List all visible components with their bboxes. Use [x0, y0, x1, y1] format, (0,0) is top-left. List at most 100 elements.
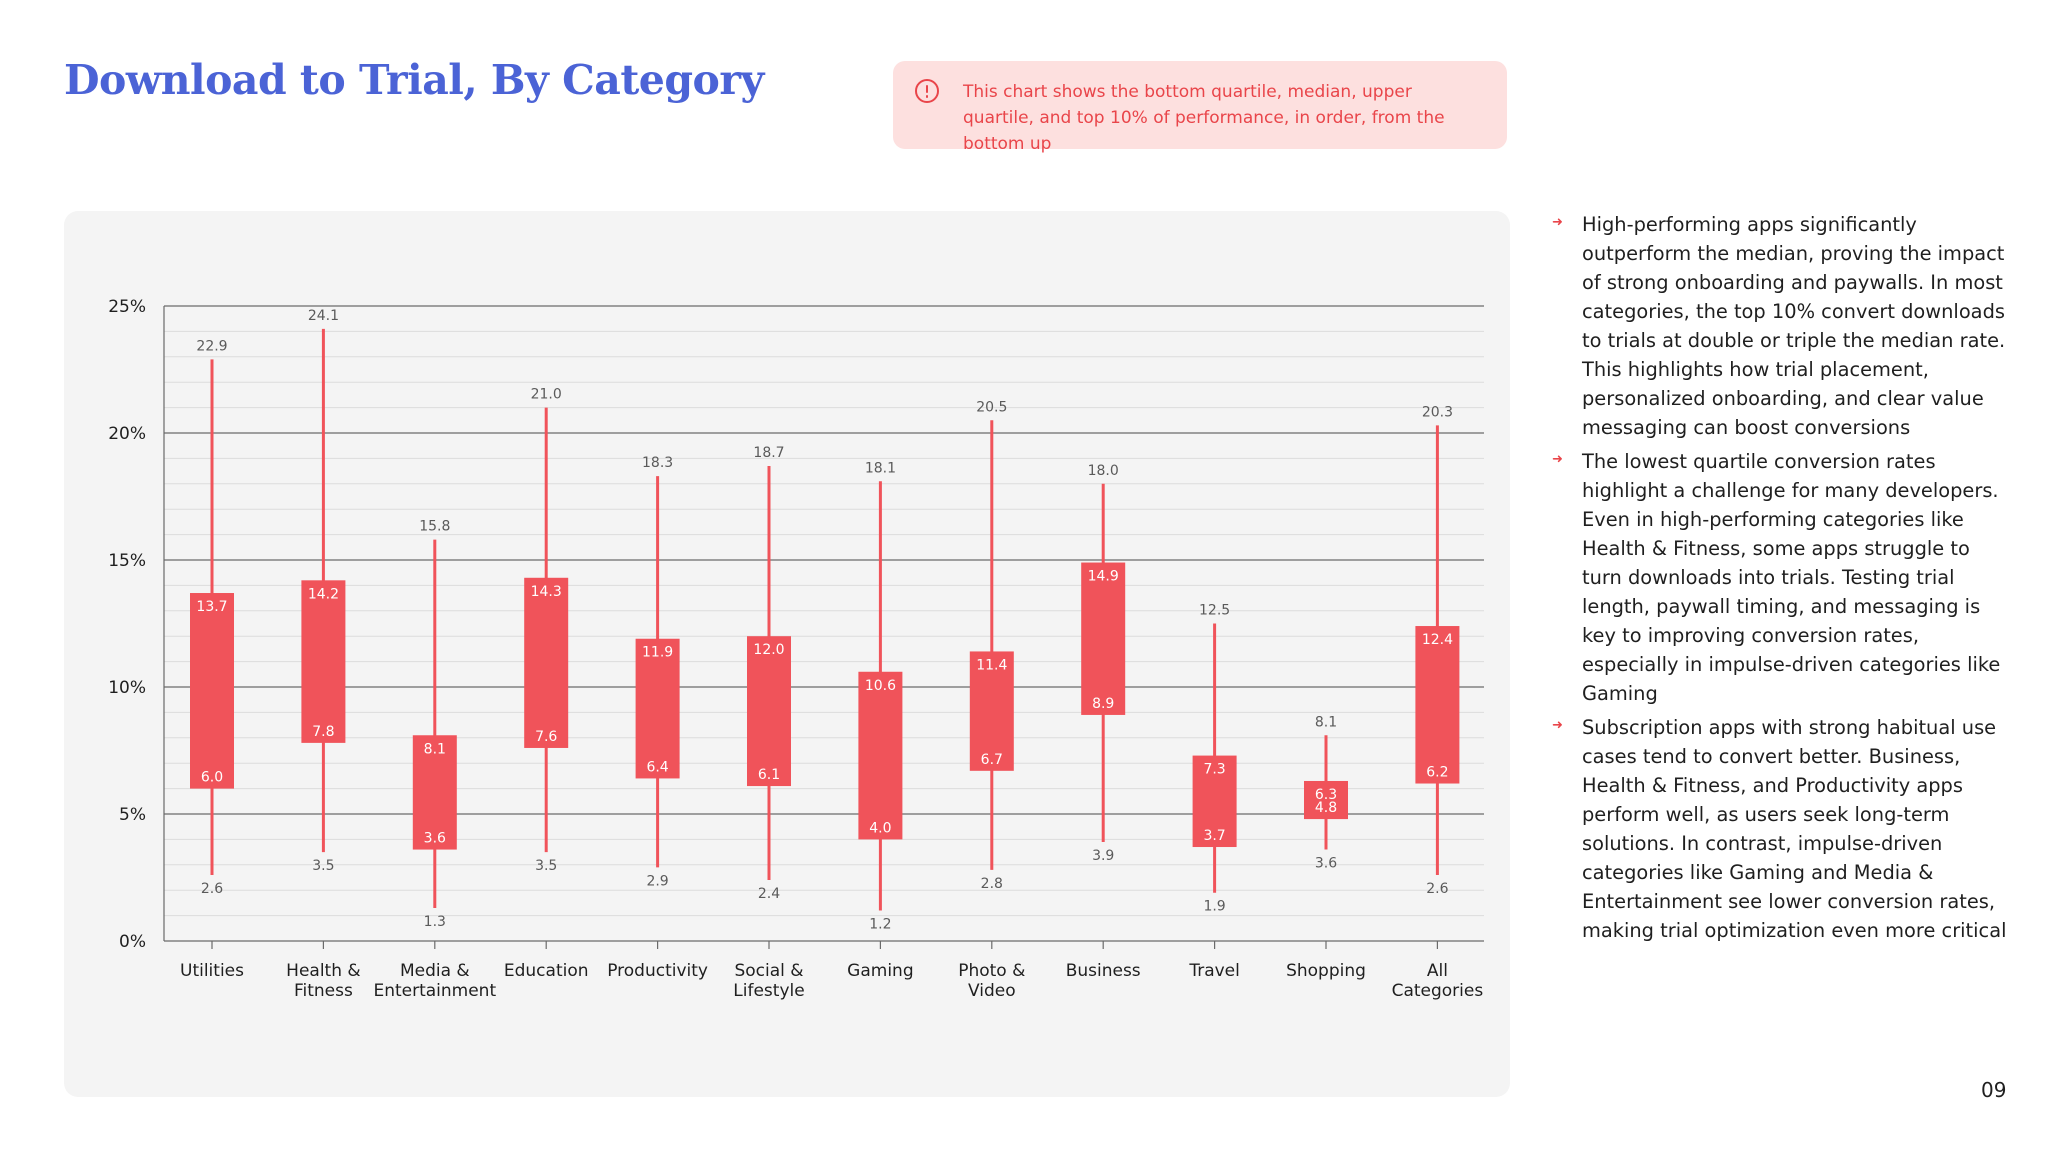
upper-quartile-label: 12.0 [753, 642, 784, 658]
upper-quartile-label: 13.7 [196, 599, 227, 615]
x-tick-label: Travel [1188, 961, 1240, 981]
box [1415, 626, 1460, 784]
low-value-label: 2.9 [646, 873, 668, 889]
median-label: 6.0 [201, 770, 223, 786]
top-value-label: 18.7 [753, 445, 784, 461]
median-label: 4.8 [1315, 800, 1337, 816]
box [858, 671, 903, 840]
low-value-label: 2.6 [201, 881, 223, 897]
x-tick-label: Lifestyle [733, 981, 804, 1001]
page-number: 09 [1981, 1078, 2007, 1102]
box [747, 636, 791, 787]
median-label: 7.6 [535, 729, 557, 745]
median-label: 4.0 [869, 820, 891, 836]
top-value-label: 20.5 [976, 399, 1007, 415]
box [190, 593, 234, 789]
low-value-label: 2.6 [1426, 881, 1448, 897]
x-tick-label: Productivity [607, 961, 708, 981]
x-tick-label: Shopping [1286, 961, 1366, 981]
upper-quartile-label: 14.9 [1088, 569, 1119, 585]
arrow-right-icon: ➜ [1552, 718, 1563, 733]
top-value-label: 8.1 [1315, 714, 1337, 730]
low-value-label: 3.5 [312, 858, 334, 874]
alert-circle-icon [915, 79, 939, 103]
box [1192, 755, 1237, 848]
insight-text: Subscription apps with strong habitual u… [1582, 716, 2007, 942]
low-value-label: 2.8 [981, 876, 1003, 892]
top-value-label: 15.8 [419, 519, 450, 535]
top-value-label: 12.5 [1199, 603, 1230, 619]
box [1304, 780, 1348, 820]
y-tick-label: 0% [119, 932, 146, 952]
insight-item: ➜ High-performing apps significantly out… [1552, 210, 2012, 442]
x-tick-label: Social & [734, 961, 803, 981]
low-value-label: 1.9 [1203, 899, 1225, 915]
median-label: 3.7 [1203, 828, 1225, 844]
upper-quartile-label: 14.3 [531, 584, 562, 600]
x-tick-label: Fitness [294, 981, 353, 1001]
top-value-label: 20.3 [1422, 404, 1453, 420]
box [635, 638, 680, 779]
box [301, 580, 346, 743]
median-label: 3.6 [424, 831, 446, 847]
x-tick-label: Education [504, 961, 589, 981]
median-label: 8.9 [1092, 696, 1114, 712]
upper-quartile-label: 10.6 [865, 678, 896, 694]
top-value-label: 18.1 [865, 460, 896, 476]
x-tick-label: Photo & [958, 961, 1025, 981]
low-value-label: 2.4 [758, 886, 780, 902]
median-label: 7.8 [312, 724, 334, 740]
top-value-label: 18.3 [642, 455, 673, 471]
insights-list: ➜ High-performing apps significantly out… [1552, 210, 2012, 950]
median-label: 6.1 [758, 767, 780, 783]
upper-quartile-label: 11.4 [976, 657, 1007, 673]
upper-quartile-label: 7.3 [1203, 762, 1225, 778]
y-tick-label: 10% [108, 678, 146, 698]
y-tick-label: 20% [108, 424, 146, 444]
box [412, 735, 457, 850]
x-tick-label: Video [968, 981, 1016, 1001]
x-tick-label: Gaming [847, 961, 913, 981]
insight-item: ➜ Subscription apps with strong habitual… [1552, 713, 2012, 945]
upper-quartile-label: 14.2 [308, 586, 339, 602]
insight-text: The lowest quartile conversion rates hig… [1582, 450, 2001, 705]
low-value-label: 3.9 [1092, 848, 1114, 864]
page-title: Download to Trial, By Category [64, 56, 764, 104]
y-tick-label: 15% [108, 551, 146, 571]
x-tick-label: All [1427, 961, 1448, 981]
box [524, 577, 569, 748]
x-tick-label: Categories [1392, 981, 1484, 1001]
median-label: 6.4 [646, 759, 668, 775]
arrow-right-icon: ➜ [1552, 215, 1563, 230]
low-value-label: 1.3 [424, 914, 446, 930]
y-tick-label: 25% [108, 297, 146, 317]
upper-quartile-label: 8.1 [424, 741, 446, 757]
x-tick-label: Utilities [180, 961, 244, 981]
upper-quartile-label: 12.4 [1422, 632, 1453, 648]
x-tick-label: Media & [400, 961, 470, 981]
low-value-label: 3.6 [1315, 856, 1337, 872]
low-value-label: 1.2 [869, 917, 891, 933]
median-label: 6.7 [981, 752, 1003, 768]
box-chart: 0% 5% 10% 15% 20% 25% Utilities 22.9 2.6 13.7 6.0 H… [108, 297, 1484, 1001]
chart-note-banner: This chart shows the bottom quartile, me… [893, 61, 1507, 154]
arrow-right-icon: ➜ [1552, 452, 1563, 467]
top-value-label: 21.0 [531, 387, 562, 403]
top-value-label: 24.1 [308, 308, 339, 324]
median-label: 6.2 [1426, 765, 1448, 781]
chart-note-text: This chart shows the bottom quartile, me… [963, 82, 1445, 154]
top-value-label: 18.0 [1088, 463, 1119, 479]
low-value-label: 3.5 [535, 858, 557, 874]
x-tick-label: Health & [286, 961, 360, 981]
upper-quartile-label: 11.9 [642, 645, 673, 661]
top-value-label: 22.9 [196, 338, 227, 354]
chart-panel: 0% 5% 10% 15% 20% 25% Utilities 22.9 2.6 13.7 6.0 H… [64, 211, 1510, 1097]
box [969, 651, 1014, 771]
upper-quartile-label: 6.3 [1315, 787, 1337, 803]
insight-item: ➜ The lowest quartile conversion rates h… [1552, 447, 2012, 708]
x-tick-label: Business [1066, 961, 1141, 981]
box [1081, 562, 1126, 715]
x-tick-label: Entertainment [373, 981, 496, 1001]
y-tick-label: 5% [119, 805, 146, 825]
insight-text: High-performing apps significantly outpe… [1582, 213, 2006, 439]
